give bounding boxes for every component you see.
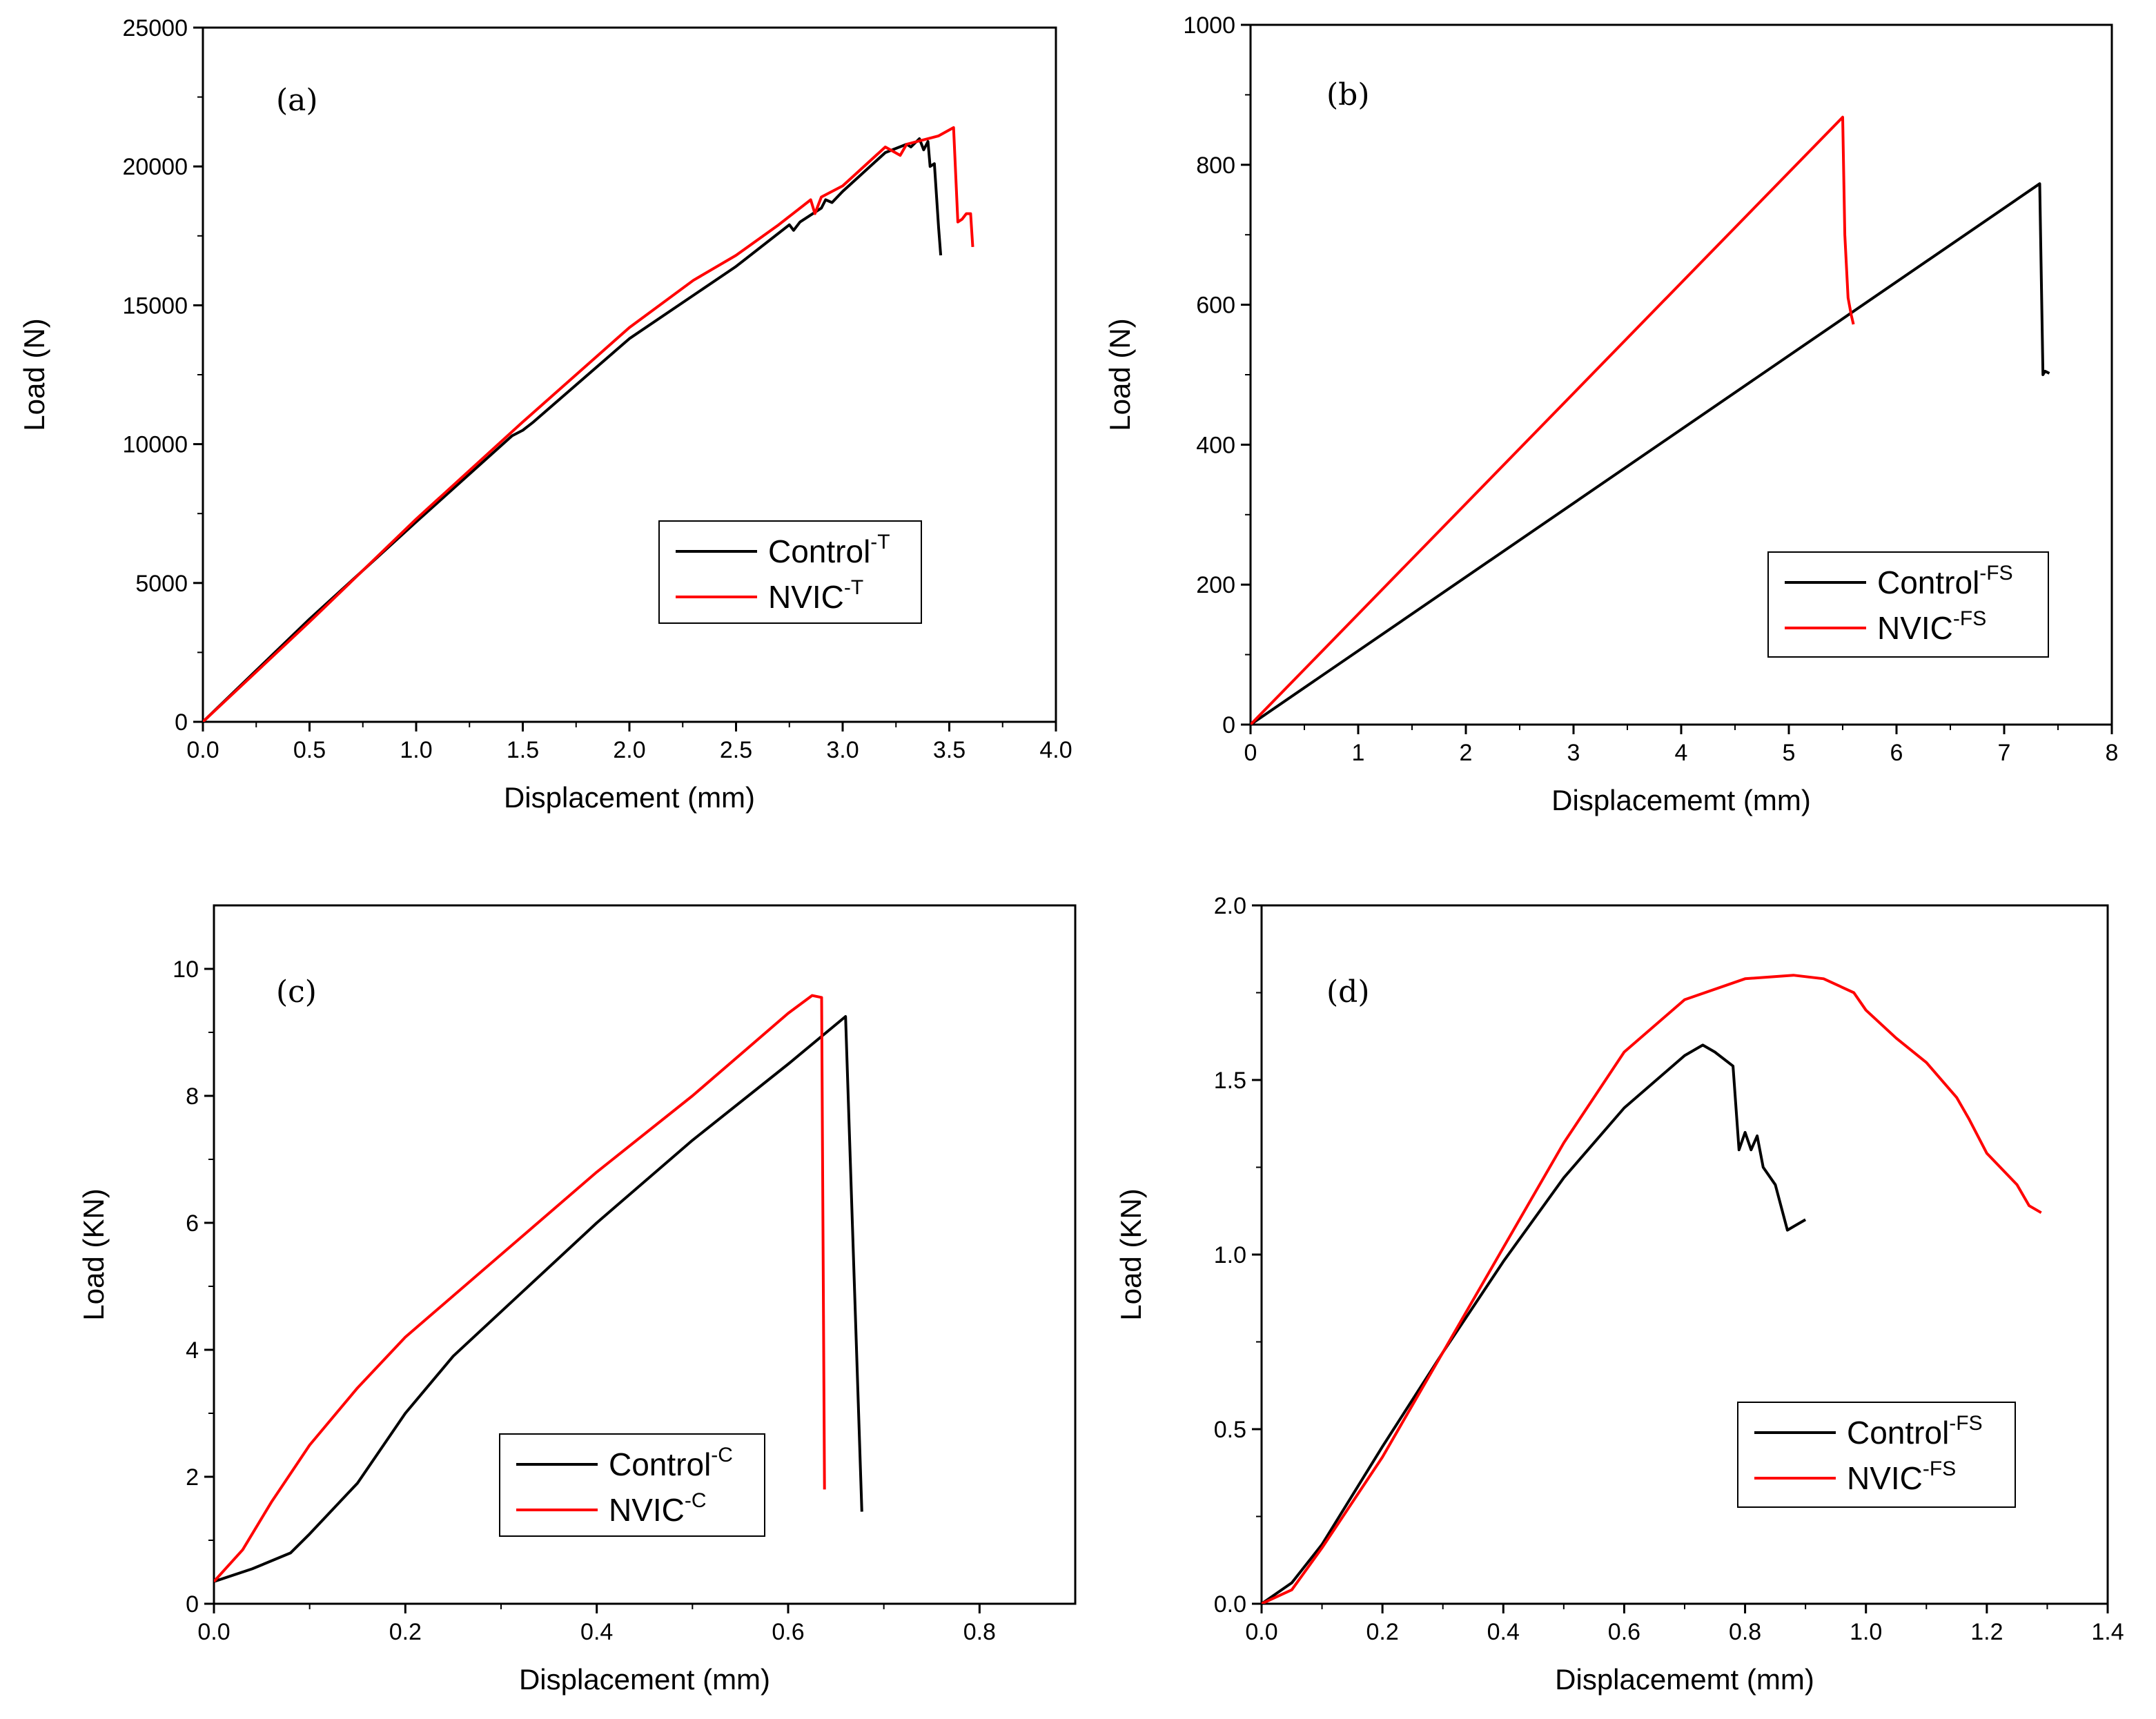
x-tick-label: 1.4 <box>2091 1619 2124 1645</box>
y-tick-label: 600 <box>1196 293 1235 319</box>
y-tick-label: 0 <box>1222 712 1235 738</box>
x-axis-label: Displacememt (mm) <box>1555 1663 1814 1696</box>
x-tick-label: 0.6 <box>772 1619 804 1645</box>
legend-label-nvic: NVIC-C <box>609 1489 707 1528</box>
series-line-control <box>203 137 943 722</box>
chart-panel-b: 0 1 2 3 4 5 6 7 8 0 200 400 600 800 1000 Displacememt (… <box>1104 12 2118 816</box>
series-line-control <box>1262 1043 1807 1604</box>
legend-label-control: Control-FS <box>1877 562 2013 600</box>
y-tick-label: 800 <box>1196 153 1235 179</box>
x-tick-label: 0.8 <box>1729 1619 1761 1645</box>
legend: Control-FS NVIC-FS <box>1737 1402 2016 1508</box>
legend-box <box>1767 551 2049 658</box>
x-tick-label: 0.0 <box>197 1619 230 1645</box>
y-tick-label: 15000 <box>122 293 188 319</box>
legend-box <box>499 1433 765 1537</box>
y-tick-label: 2 <box>186 1464 199 1491</box>
y-tick-label: 2.0 <box>1214 893 1246 919</box>
y-tick-label: 1.5 <box>1214 1068 1246 1094</box>
y-tick-label: 4 <box>186 1337 199 1364</box>
legend-box <box>1737 1402 2016 1508</box>
x-tick-label: 2 <box>1460 740 1473 766</box>
y-tick-label: 8 <box>186 1083 199 1110</box>
y-axis-label: Load (KN) <box>77 1188 110 1320</box>
x-tick-label: 3 <box>1567 740 1580 766</box>
x-tick-label: 3.0 <box>826 737 859 763</box>
panel-label: (d) <box>1326 974 1370 1010</box>
x-tick-label: 0.0 <box>1245 1619 1277 1645</box>
x-tick-label: 2.0 <box>613 737 645 763</box>
x-tick-label: 0.5 <box>293 737 326 763</box>
series-line-control <box>214 1015 863 1583</box>
x-axis-label: Displacememt (mm) <box>1551 784 1811 816</box>
x-axis-label: Displacement (mm) <box>504 781 755 814</box>
x-tick-label: 7 <box>1998 740 2011 766</box>
series-line-control <box>1251 182 2050 725</box>
x-tick-label: 0.0 <box>186 737 219 763</box>
panel-label: (c) <box>276 974 317 1010</box>
x-tick-label: 1.5 <box>507 737 539 763</box>
x-tick-label: 1 <box>1352 740 1365 766</box>
legend: Control-FS NVIC-FS <box>1767 551 2049 658</box>
plot-frame <box>213 904 1077 1605</box>
legend-box <box>658 520 922 624</box>
y-tick-label: 5000 <box>135 571 188 597</box>
y-tick-label: 6 <box>186 1210 199 1237</box>
x-tick-label: 5 <box>1783 740 1796 766</box>
x-tick-label: 0.6 <box>1608 1619 1640 1645</box>
y-axis-label: Load (N) <box>1104 318 1136 431</box>
y-tick-label: 1.0 <box>1214 1242 1246 1268</box>
y-tick-label: 20000 <box>122 154 188 180</box>
chart-panel-a: 0.0 0.5 1.0 1.5 2.0 2.5 3.0 3.5 4.0 0 5000 10000 150… <box>18 15 1072 814</box>
legend-label-nvic: NVIC-T <box>768 576 863 615</box>
x-tick-label: 3.5 <box>933 737 966 763</box>
x-axis-label: Displacement (mm) <box>519 1663 770 1696</box>
chart-panel-d: 0.0 0.2 0.4 0.6 0.8 1.0 1.2 1.4 0.0 0.5 1.0 1.5 2.0 D… <box>1115 893 2124 1696</box>
y-tick-label: 0 <box>186 1591 199 1618</box>
x-tick-label: 0.4 <box>1487 1619 1520 1645</box>
panel-label: (b) <box>1326 77 1370 112</box>
y-tick-label: 0.0 <box>1214 1591 1246 1618</box>
x-tick-label: 1.0 <box>400 737 432 763</box>
y-tick-label: 1000 <box>1183 12 1235 39</box>
series-line-nvic <box>1251 115 1855 725</box>
x-tick-label: 8 <box>2106 740 2119 766</box>
x-tick-label: 0 <box>1244 740 1257 766</box>
legend-label-control: Control-FS <box>1847 1412 1983 1451</box>
y-tick-label: 10 <box>173 956 199 983</box>
series-line-nvic <box>1262 974 2042 1604</box>
y-axis-label: Load (N) <box>18 318 50 431</box>
series-line-nvic <box>203 126 974 722</box>
y-tick-label: 200 <box>1196 572 1235 598</box>
plot-frame <box>202 26 1057 723</box>
y-tick-label: 0.5 <box>1214 1417 1246 1443</box>
x-tick-label: 0.2 <box>389 1619 422 1645</box>
x-tick-label: 4 <box>1675 740 1688 766</box>
x-tick-label: 0.2 <box>1366 1619 1399 1645</box>
x-tick-label: 0.4 <box>580 1619 613 1645</box>
x-tick-label: 0.8 <box>963 1619 996 1645</box>
x-tick-label: 4.0 <box>1039 737 1072 763</box>
legend-label-control: Control-C <box>609 1444 733 1482</box>
legend-label-nvic: NVIC-FS <box>1877 607 1986 646</box>
chart-panel-c: 0.0 0.2 0.4 0.6 0.8 0 2 4 6 8 10 Displacement (mm) L… <box>77 904 1077 1696</box>
panel-label: (a) <box>276 83 318 118</box>
legend-label-nvic: NVIC-FS <box>1847 1457 1956 1496</box>
y-axis-label: Load (KN) <box>1115 1188 1147 1320</box>
x-tick-label: 1.0 <box>1850 1619 1882 1645</box>
x-tick-label: 2.5 <box>720 737 752 763</box>
y-tick-label: 0 <box>175 709 188 736</box>
legend-label-control: Control-T <box>768 531 890 569</box>
x-tick-label: 1.2 <box>1970 1619 2003 1645</box>
legend: Control-C NVIC-C <box>499 1433 765 1537</box>
x-tick-label: 6 <box>1890 740 1903 766</box>
y-tick-label: 10000 <box>122 432 188 458</box>
y-tick-label: 25000 <box>122 15 188 41</box>
y-tick-label: 400 <box>1196 432 1235 458</box>
legend: Control-T NVIC-T <box>658 520 922 624</box>
series-line-nvic <box>214 994 826 1583</box>
